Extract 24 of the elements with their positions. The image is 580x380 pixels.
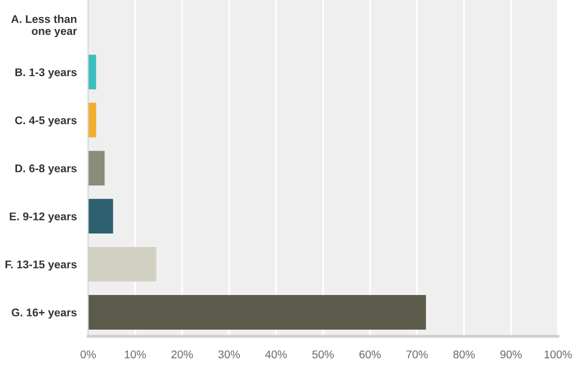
bar [88, 246, 156, 282]
x-tick-label: 40% [265, 350, 287, 358]
x-tick-label: 70% [406, 350, 428, 358]
x-tick-label: 100% [544, 350, 572, 358]
x-tick-label: 90% [500, 350, 522, 358]
x-tick-label: 80% [453, 350, 475, 358]
bar [88, 294, 426, 330]
y-tick-label: A. Less than one year [11, 14, 77, 38]
x-tick-label: 60% [359, 350, 381, 358]
y-tick-label: E. 9-12 years [10, 212, 77, 223]
x-tick-label: 20% [172, 350, 193, 358]
bar [88, 54, 96, 90]
bar [88, 102, 96, 138]
bar [88, 198, 114, 234]
y-tick-label: B. 1-3 years [15, 68, 77, 78]
bar [88, 150, 105, 186]
y-tick-label: C. 4-5 years [15, 116, 77, 126]
y-tick-label: G. 16+ years [12, 308, 77, 319]
x-tick-label: 50% [312, 350, 334, 358]
x-tick-label: 0% [80, 350, 96, 358]
x-tick-label: 10% [124, 350, 146, 358]
y-tick-label: D. 6-8 years [15, 164, 77, 174]
y-tick-label: F. 13-15 years [6, 260, 77, 271]
x-tick-label: 30% [218, 350, 240, 358]
